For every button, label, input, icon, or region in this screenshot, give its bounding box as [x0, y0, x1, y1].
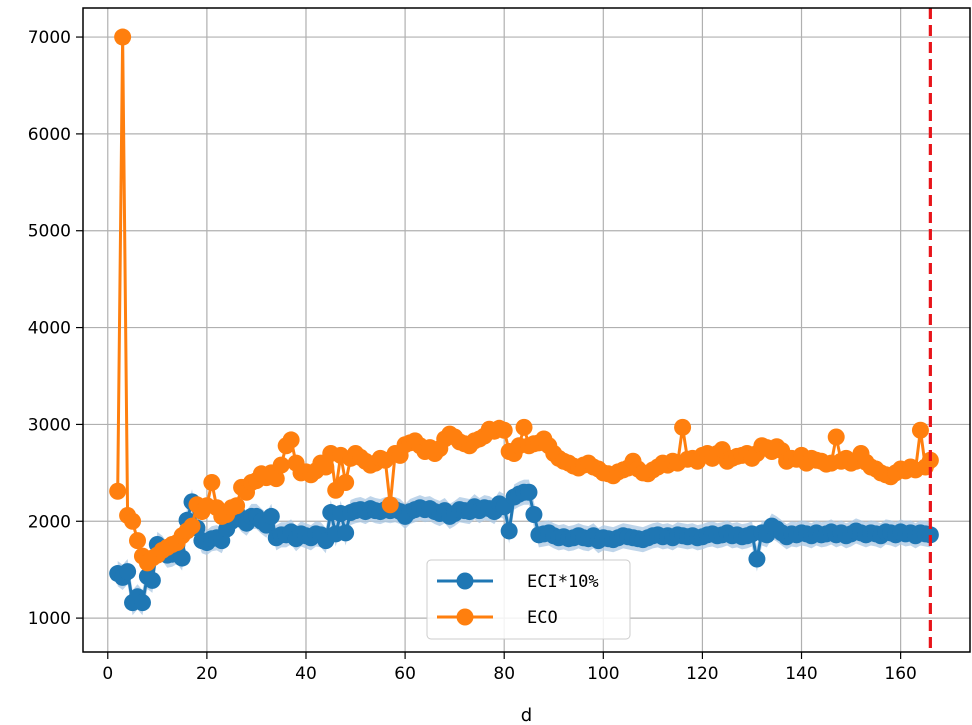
- data-point: [911, 421, 929, 439]
- data-point: [143, 571, 161, 589]
- data-point: [525, 505, 543, 523]
- data-point: [119, 563, 137, 581]
- y-tick-label: 5000: [28, 222, 71, 242]
- y-tick-label: 6000: [28, 125, 71, 145]
- data-point: [337, 474, 355, 492]
- legend-label: ECO: [527, 608, 558, 628]
- y-tick-label: 4000: [28, 319, 71, 339]
- data-point: [228, 497, 246, 515]
- series-layer: [109, 28, 939, 612]
- data-point: [282, 431, 300, 449]
- legend-swatch-marker: [456, 608, 474, 626]
- data-point: [262, 507, 280, 525]
- y-axis-ticks: 1000 2000 3000 4000 5000 6000 7000: [28, 28, 83, 629]
- data-point: [203, 474, 221, 492]
- data-point: [317, 458, 335, 476]
- data-point: [827, 428, 845, 446]
- legend-label: ECI*10%: [527, 572, 599, 592]
- x-tick-label: 140: [785, 664, 817, 684]
- data-point: [921, 526, 939, 544]
- band-area: [117, 479, 931, 616]
- y-tick-label: 1000: [28, 609, 71, 629]
- data-point: [500, 522, 518, 540]
- data-point: [674, 418, 692, 436]
- legend: ECI*10% ECO: [426, 559, 631, 640]
- y-tick-label: 3000: [28, 415, 71, 435]
- data-point: [129, 532, 147, 550]
- data-point: [173, 549, 191, 567]
- data-point: [109, 482, 127, 500]
- x-axis-label: d: [521, 705, 532, 725]
- x-axis-ticks: 0 20 40 60 80 100 120 140 160: [102, 652, 917, 684]
- data-point: [267, 470, 285, 488]
- x-tick-label: 120: [686, 664, 718, 684]
- data-point: [520, 483, 538, 501]
- x-tick-label: 80: [493, 664, 515, 684]
- data-point: [124, 512, 142, 530]
- series-2: [109, 28, 939, 572]
- x-tick-label: 100: [587, 664, 619, 684]
- y-tick-label: 7000: [28, 28, 71, 48]
- x-tick-label: 0: [102, 664, 113, 684]
- x-tick-label: 40: [295, 664, 317, 684]
- series-1: [109, 483, 939, 612]
- data-point: [515, 418, 533, 436]
- confidence-band: [117, 479, 931, 616]
- x-tick-label: 60: [394, 664, 416, 684]
- data-point: [272, 456, 290, 474]
- data-point: [748, 550, 766, 568]
- data-point: [495, 421, 513, 439]
- data-point: [133, 594, 151, 612]
- legend-swatch-marker: [456, 572, 474, 590]
- data-point: [381, 496, 399, 514]
- y-tick-label: 2000: [28, 512, 71, 532]
- data-point: [183, 517, 201, 535]
- plot-frame: [82, 7, 971, 653]
- x-tick-label: 20: [196, 664, 218, 684]
- x-tick-label: 160: [884, 664, 916, 684]
- data-point: [337, 524, 355, 542]
- data-point: [114, 28, 132, 46]
